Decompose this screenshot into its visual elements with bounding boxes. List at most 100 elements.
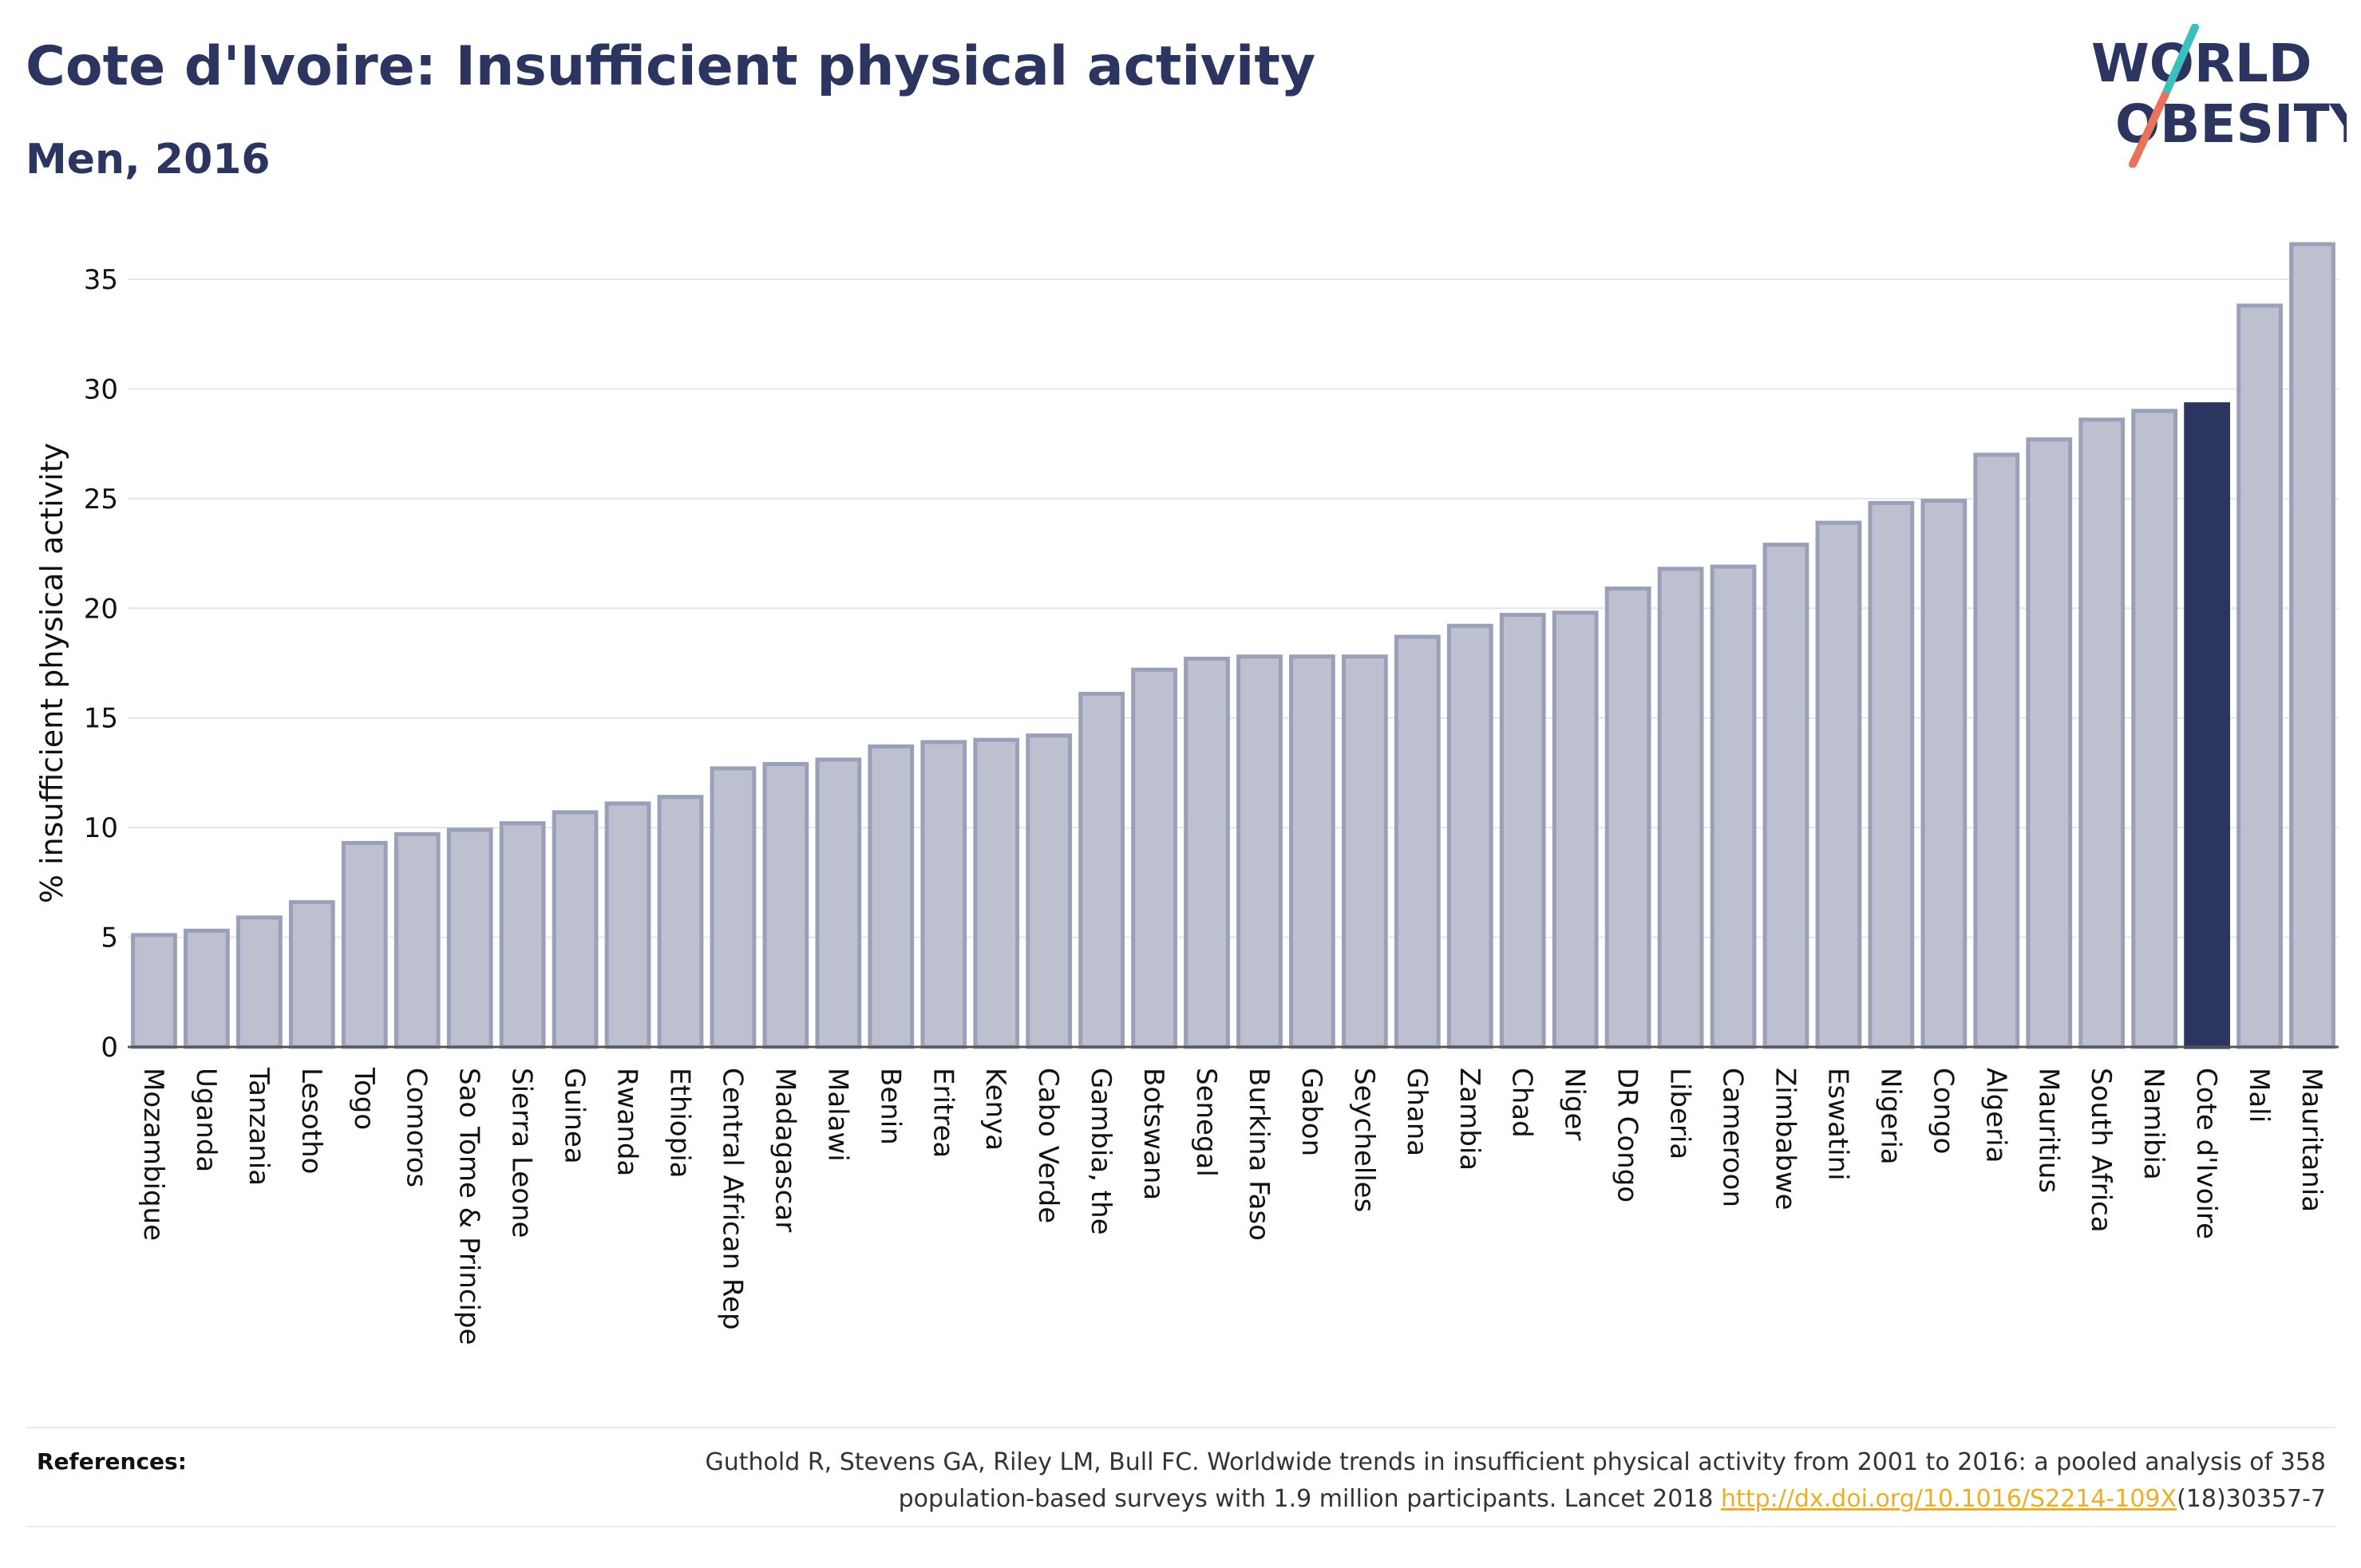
- bar-mozambique: [131, 933, 177, 1049]
- bar-tanzania: [236, 915, 283, 1049]
- x-tick-label-comoros: Comoros: [401, 1068, 433, 1187]
- bar-rwanda: [604, 801, 651, 1049]
- x-tick-label-mauritius: Mauritius: [2032, 1068, 2064, 1193]
- x-tick-label-namibia: Namibia: [2138, 1068, 2169, 1180]
- bar-chart: 0 5 10 15 20 25 30 35 Mozambique Uganda Tanzania Le…: [34, 242, 2339, 1345]
- bar-senegal: [1184, 656, 1230, 1049]
- bar-central-african-rep: [710, 766, 757, 1049]
- references-line-2-suffix: (18)30357-7: [2177, 1485, 2326, 1513]
- x-tick-label-zimbabwe: Zimbabwe: [1770, 1068, 1801, 1211]
- references-text: Guthold R, Stevens GA, Riley LM, Bull FC…: [490, 1444, 2326, 1518]
- bar-chad: [1499, 613, 1546, 1049]
- x-tick-label-niger: Niger: [1559, 1068, 1591, 1140]
- bar-comoros: [394, 831, 441, 1049]
- bar-namibia: [2131, 409, 2178, 1049]
- bar-algeria: [1973, 452, 2020, 1049]
- bar-botswana: [1131, 667, 1177, 1049]
- bar-malawi: [815, 757, 862, 1049]
- bar-liberia: [1657, 567, 1704, 1049]
- bar-burkina-faso: [1236, 654, 1283, 1049]
- bar-niger: [1552, 610, 1599, 1049]
- page-subtitle: Men, 2016: [26, 136, 271, 184]
- x-tick-label-kenya: Kenya: [979, 1068, 1011, 1151]
- x-tick-label-burkina-faso: Burkina Faso: [1243, 1068, 1275, 1241]
- bar-zambia: [1446, 623, 1493, 1049]
- bars: [131, 242, 2335, 1049]
- x-tick-label-senegal: Senegal: [1190, 1068, 1222, 1177]
- y-tick-label-0: 0: [101, 1032, 118, 1064]
- bar-cote-d-ivoire: [2184, 402, 2230, 1049]
- x-tick-label-uganda: Uganda: [190, 1068, 222, 1172]
- x-tick-label-seychelles: Seychelles: [1348, 1068, 1380, 1212]
- bar-nigeria: [1868, 500, 1915, 1049]
- x-tick-label-rwanda: Rwanda: [611, 1068, 643, 1176]
- y-tick-label-35: 35: [84, 264, 118, 296]
- bar-eswatini: [1815, 520, 1862, 1049]
- x-tick-label-malawi: Malawi: [821, 1068, 853, 1162]
- x-tick-label-tanzania: Tanzania: [243, 1067, 275, 1186]
- x-tick-label-ghana: Ghana: [1401, 1068, 1433, 1156]
- references-line-2-prefix: population-based surveys with 1.9 millio…: [898, 1485, 1722, 1513]
- y-tick-label-10: 10: [84, 812, 118, 844]
- x-tick-label-nigeria: Nigeria: [1874, 1068, 1906, 1165]
- x-tick-label-benin: Benin: [874, 1068, 906, 1145]
- references-doi-link[interactable]: http://dx.doi.org/10.1016/S2214-109X: [1721, 1485, 2177, 1513]
- bar-eritrea: [920, 740, 967, 1049]
- x-tick-label-zambia: Zambia: [1453, 1068, 1485, 1171]
- x-tick-label-gabon: Gabon: [1295, 1068, 1327, 1156]
- references-line-2: population-based surveys with 1.9 millio…: [490, 1481, 2326, 1518]
- bar-guinea: [552, 810, 599, 1049]
- y-axis-title: % insufficient physical activity: [34, 443, 69, 903]
- grid-lines: [128, 278, 2339, 938]
- bar-south-africa: [2078, 417, 2126, 1049]
- bar-sao-tome-principe: [446, 827, 493, 1049]
- x-tick-label-ethiopia: Ethiopia: [664, 1068, 696, 1178]
- bar-uganda: [184, 928, 230, 1049]
- bar-kenya: [973, 737, 1020, 1049]
- bar-togo: [341, 840, 388, 1049]
- y-tick-label-30: 30: [84, 373, 118, 405]
- logo-slash-top: [2161, 24, 2199, 100]
- y-tick-label-15: 15: [84, 703, 118, 735]
- x-tick-label-cote-d-ivoire: Cote d'Ivoire: [2190, 1068, 2222, 1239]
- bar-seychelles: [1342, 654, 1388, 1049]
- x-tick-label-sao-tome-principe: Sao Tome & Principe: [453, 1068, 485, 1345]
- bar-benin: [868, 744, 915, 1049]
- x-tick-label-congo: Congo: [1927, 1068, 1959, 1154]
- references-bottom-rule: [26, 1526, 2336, 1527]
- x-tick-label-mauritania: Mauritania: [2296, 1068, 2327, 1212]
- x-tick-label-central-african-rep: Central African Rep: [716, 1068, 748, 1330]
- bar-mauritius: [2026, 437, 2073, 1049]
- world-obesity-logo: WORLD OBESITY: [2091, 24, 2347, 168]
- x-tick-label-lesotho: Lesotho: [295, 1068, 327, 1174]
- bar-cameroon: [1710, 564, 1757, 1049]
- x-tick-label-mozambique: Mozambique: [137, 1068, 169, 1241]
- page-title: Cote d'Ivoire: Insufficient physical act…: [26, 35, 1316, 98]
- bar-mauritania: [2289, 242, 2335, 1049]
- bar-lesotho: [288, 900, 335, 1049]
- references-top-rule: [26, 1427, 2336, 1428]
- x-tick-label-madagascar: Madagascar: [769, 1068, 801, 1232]
- x-tick-label-liberia: Liberia: [1664, 1068, 1696, 1159]
- bar-zimbabwe: [1762, 543, 1809, 1049]
- x-tick-label-south-africa: South Africa: [2085, 1068, 2117, 1233]
- y-tick-label-20: 20: [84, 593, 118, 625]
- x-tick-label-togo: Togo: [348, 1067, 380, 1130]
- bar-mali: [2236, 303, 2283, 1049]
- bar-congo: [1920, 499, 1968, 1049]
- x-tick-label-gambia-the: Gambia, the: [1085, 1068, 1117, 1235]
- bar-gambia-the: [1078, 691, 1125, 1049]
- bar-dr-congo: [1604, 587, 1651, 1049]
- x-tick-label-mali: Mali: [2243, 1068, 2275, 1123]
- bar-gabon: [1289, 654, 1335, 1049]
- axes: 0 5 10 15 20 25 30 35 Mozambique Uganda Tanzania Le…: [34, 264, 2339, 1345]
- bar-madagascar: [762, 761, 809, 1049]
- logo-slash-bottom: [2129, 92, 2169, 168]
- x-tick-label-sierra-leone: Sierra Leone: [506, 1068, 538, 1238]
- y-tick-label-5: 5: [101, 922, 118, 954]
- y-tick-label-25: 25: [84, 484, 118, 515]
- x-tick-label-cabo-verde: Cabo Verde: [1032, 1068, 1064, 1223]
- x-tick-label-cameroon: Cameroon: [1717, 1068, 1749, 1207]
- references-label: References:: [37, 1448, 187, 1475]
- bar-ethiopia: [657, 795, 704, 1049]
